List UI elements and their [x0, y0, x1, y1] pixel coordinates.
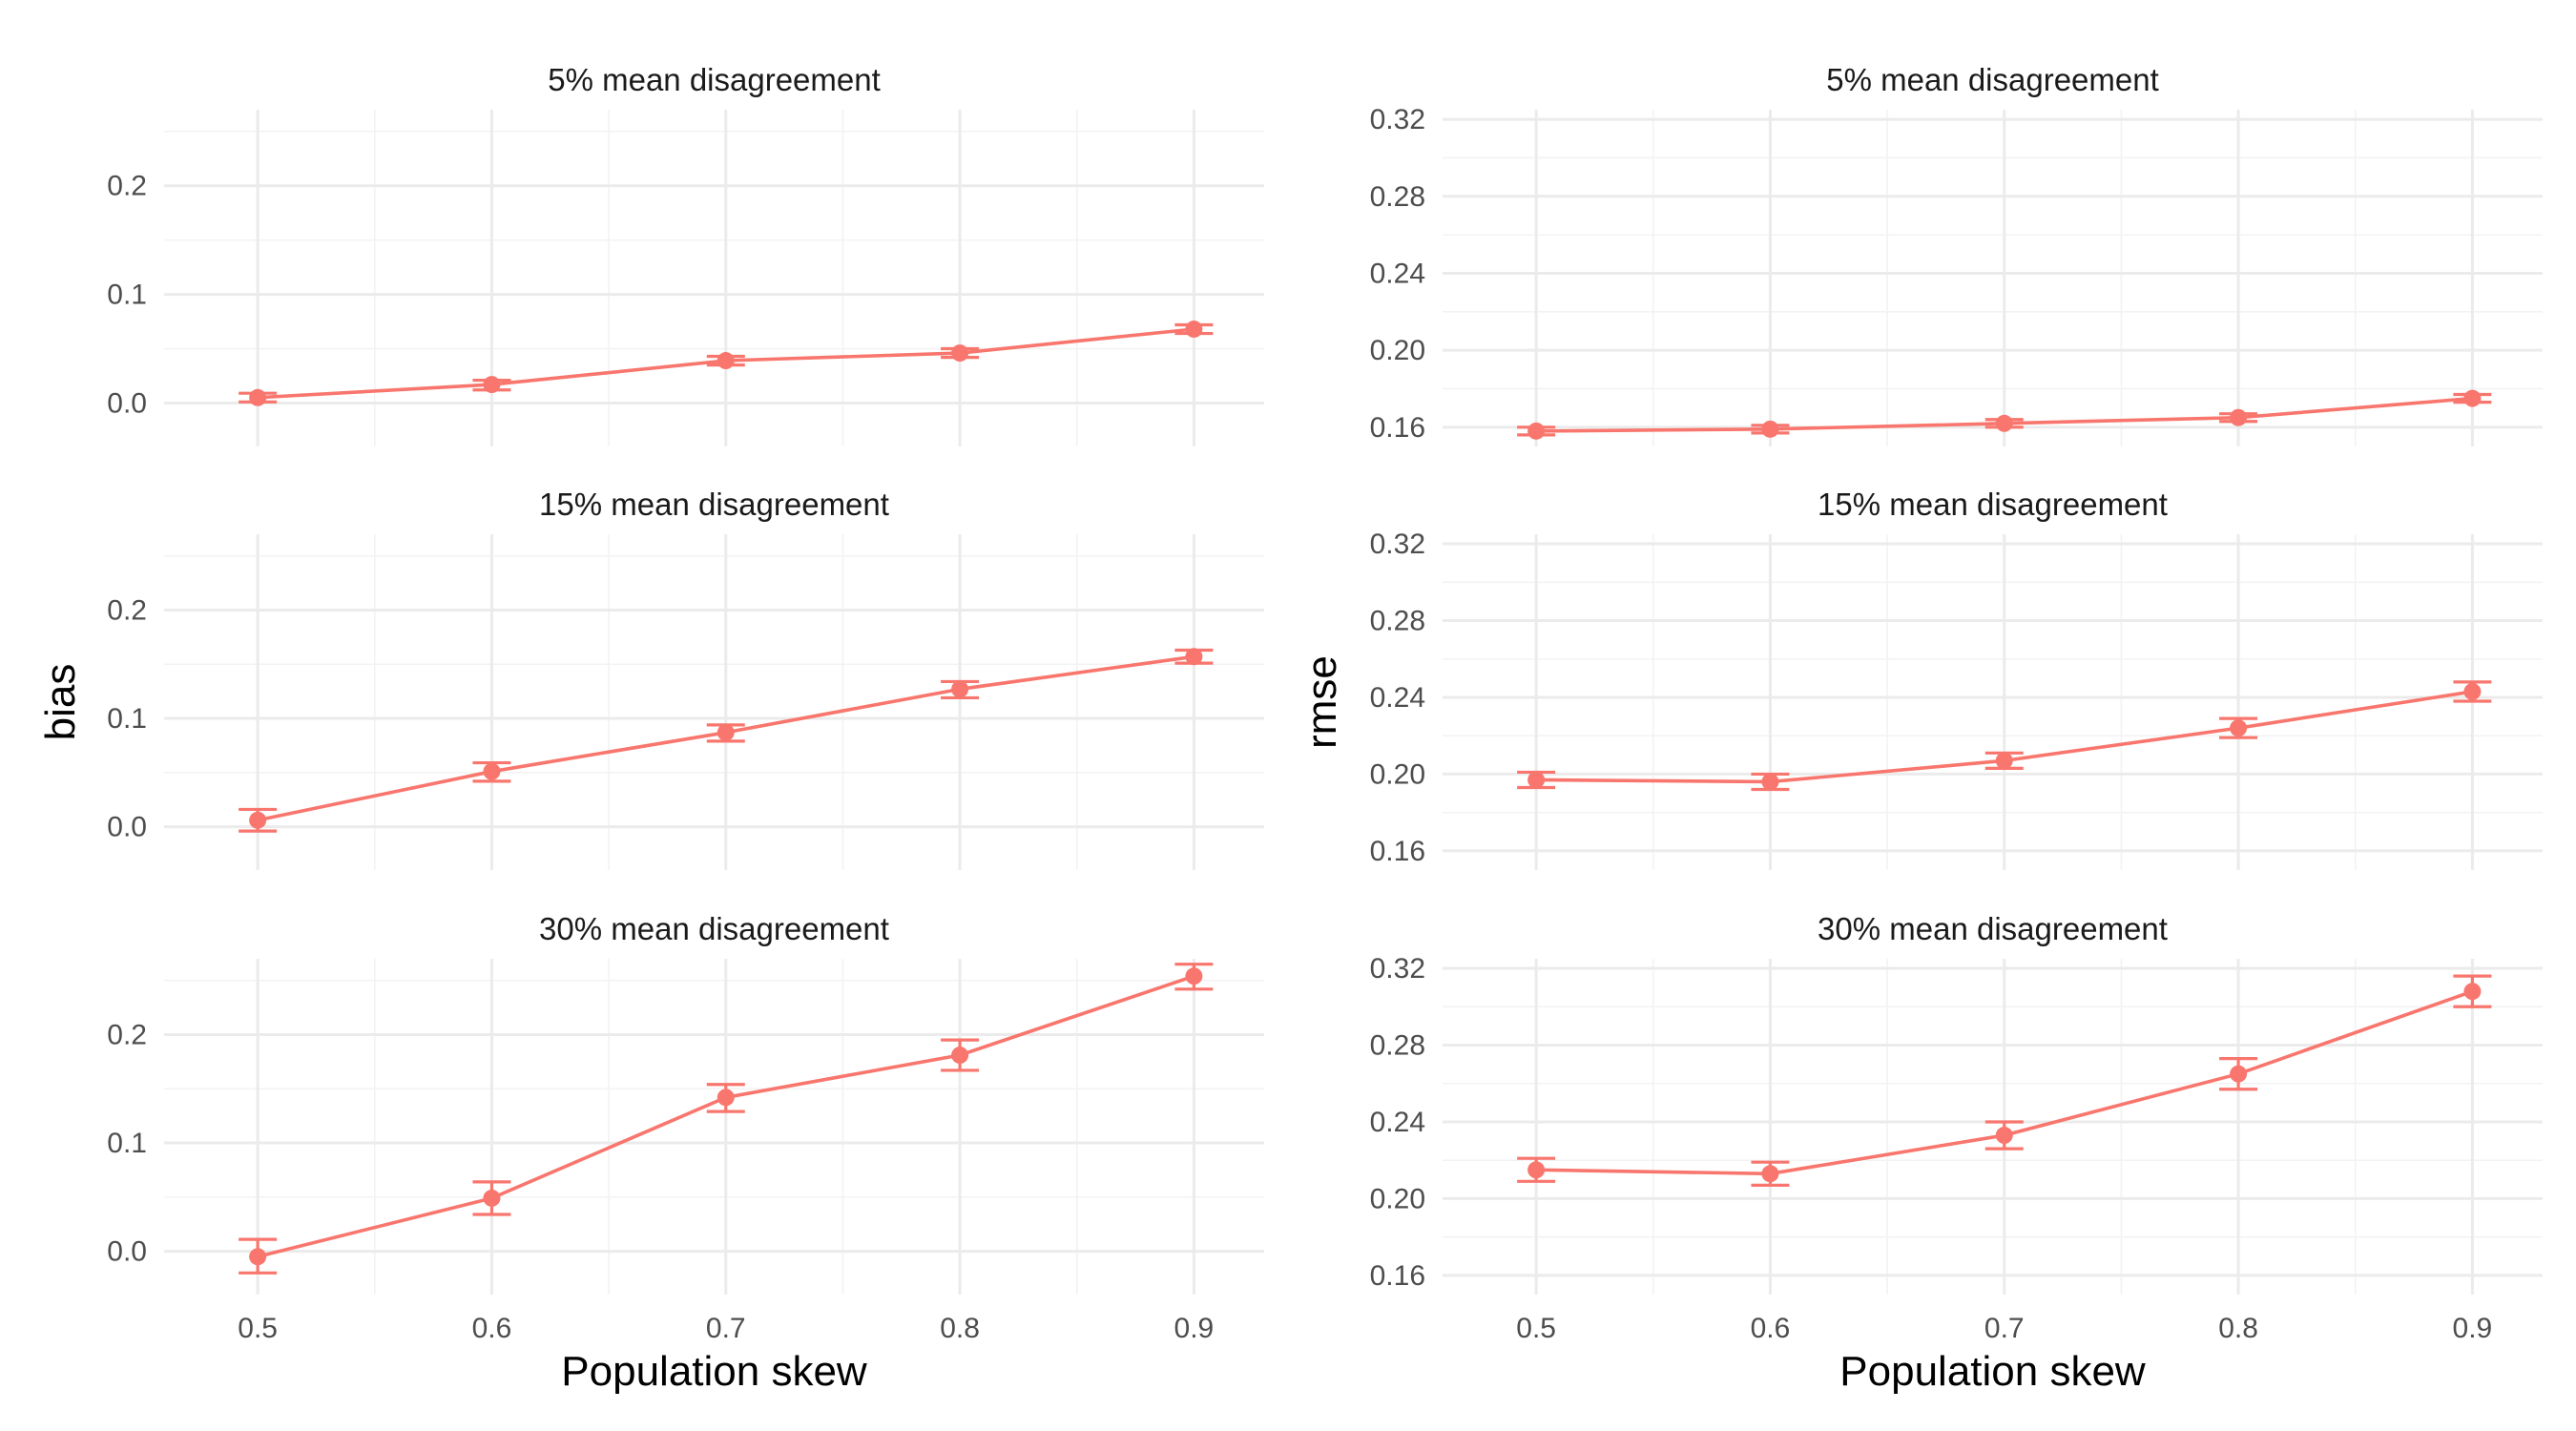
data-point	[1527, 422, 1546, 440]
panel-bias-1: 0.0 0.1 0.2 5% mean disagreement	[107, 62, 1264, 446]
y-tick-label: 0.28	[1370, 181, 1425, 213]
y-axis-title: bias	[37, 664, 84, 741]
data-point	[1761, 1165, 1779, 1183]
x-tick-label: 0.9	[1174, 1313, 1215, 1344]
panel-rmse-3: 0.16 0.20 0.24 0.28 0.32 30% mean disagreemen…	[1370, 911, 2543, 1344]
data-point	[249, 1248, 267, 1266]
data-point	[2463, 983, 2482, 1001]
y-tick-label: 0.24	[1370, 682, 1425, 714]
y-tick-label: 0.20	[1370, 758, 1425, 790]
data-point	[1761, 773, 1779, 791]
y-tick-label: 0.2	[107, 594, 147, 626]
panel-rmse-2: 0.16 0.20 0.24 0.28 0.32 15% mean disagreemen…	[1370, 487, 2543, 870]
data-point	[2230, 719, 2248, 737]
y-tick-label: 0.24	[1370, 258, 1425, 289]
x-tick-label: 0.8	[2218, 1313, 2258, 1344]
data-point	[717, 1089, 735, 1107]
data-point	[2230, 408, 2248, 426]
x-tick-label: 0.5	[1516, 1313, 1556, 1344]
data-point	[483, 1189, 501, 1207]
data-point	[1185, 967, 1203, 985]
y-tick-label: 0.28	[1370, 1030, 1425, 1062]
data-point	[717, 723, 735, 741]
x-tick-label: 0.9	[2453, 1313, 2493, 1344]
data-point	[1995, 414, 2013, 432]
x-tick-label: 0.6	[472, 1313, 512, 1344]
y-tick-label: 0.0	[107, 812, 147, 843]
x-tick-label: 0.6	[1751, 1313, 1791, 1344]
y-tick-label: 0.32	[1370, 953, 1425, 985]
y-tick-label: 0.2	[107, 171, 147, 202]
panel-title: 30% mean disagreement	[1818, 911, 2168, 946]
data-point	[1995, 1127, 2013, 1145]
data-point	[249, 388, 267, 406]
data-point	[2230, 1065, 2248, 1083]
data-point	[1185, 321, 1203, 339]
data-point	[951, 1047, 969, 1065]
y-tick-label: 0.28	[1370, 606, 1425, 637]
data-point	[1185, 648, 1203, 666]
y-tick-label: 0.2	[107, 1019, 147, 1050]
panel-title: 15% mean disagreement	[1818, 487, 2168, 522]
y-tick-label: 0.32	[1370, 529, 1425, 560]
y-tick-label: 0.1	[107, 703, 147, 735]
y-tick-label: 0.20	[1370, 335, 1425, 366]
y-axis-title: rmse	[1298, 655, 1345, 749]
panel-bias-3: 0.0 0.1 0.2 30% mean disagreement 0.5 0.6 0.7 0…	[107, 911, 1264, 1344]
data-point	[249, 811, 267, 829]
y-tick-label: 0.16	[1370, 836, 1425, 867]
data-point	[1527, 771, 1546, 789]
x-tick-label: 0.5	[238, 1313, 278, 1344]
data-point	[2463, 682, 2482, 700]
data-point	[1761, 420, 1779, 438]
data-point	[1527, 1161, 1546, 1179]
panel-bias-2: 0.0 0.1 0.2 15% mean disagreement	[107, 487, 1264, 870]
panel-title: 5% mean disagreement	[1826, 62, 2159, 97]
y-tick-label: 0.16	[1370, 1260, 1425, 1292]
panel-title: 30% mean disagreement	[539, 911, 889, 946]
y-tick-label: 0.32	[1370, 104, 1425, 135]
panel-rmse-1: 0.16 0.20 0.24 0.28 0.32 5% mean disagreement	[1370, 62, 2543, 446]
panel-title: 5% mean disagreement	[548, 62, 881, 97]
x-axis-title: Population skew	[1839, 1348, 2146, 1395]
data-point	[483, 762, 501, 780]
data-point	[717, 352, 735, 370]
data-point	[1995, 752, 2013, 770]
y-tick-label: 0.1	[107, 280, 147, 311]
y-tick-label: 0.20	[1370, 1183, 1425, 1214]
y-tick-label: 0.0	[107, 1236, 147, 1268]
y-tick-label: 0.24	[1370, 1107, 1425, 1138]
data-point	[951, 344, 969, 363]
y-tick-label: 0.0	[107, 387, 147, 419]
x-tick-label: 0.7	[1984, 1313, 2025, 1344]
panel-title: 15% mean disagreement	[539, 487, 889, 522]
data-point	[483, 376, 501, 394]
data-point	[2463, 389, 2482, 407]
y-tick-label: 0.16	[1370, 412, 1425, 444]
x-tick-label: 0.7	[706, 1313, 746, 1344]
x-axis-title: Population skew	[561, 1348, 867, 1395]
x-tick-label: 0.8	[940, 1313, 980, 1344]
data-point	[951, 680, 969, 698]
y-tick-label: 0.1	[107, 1128, 147, 1159]
